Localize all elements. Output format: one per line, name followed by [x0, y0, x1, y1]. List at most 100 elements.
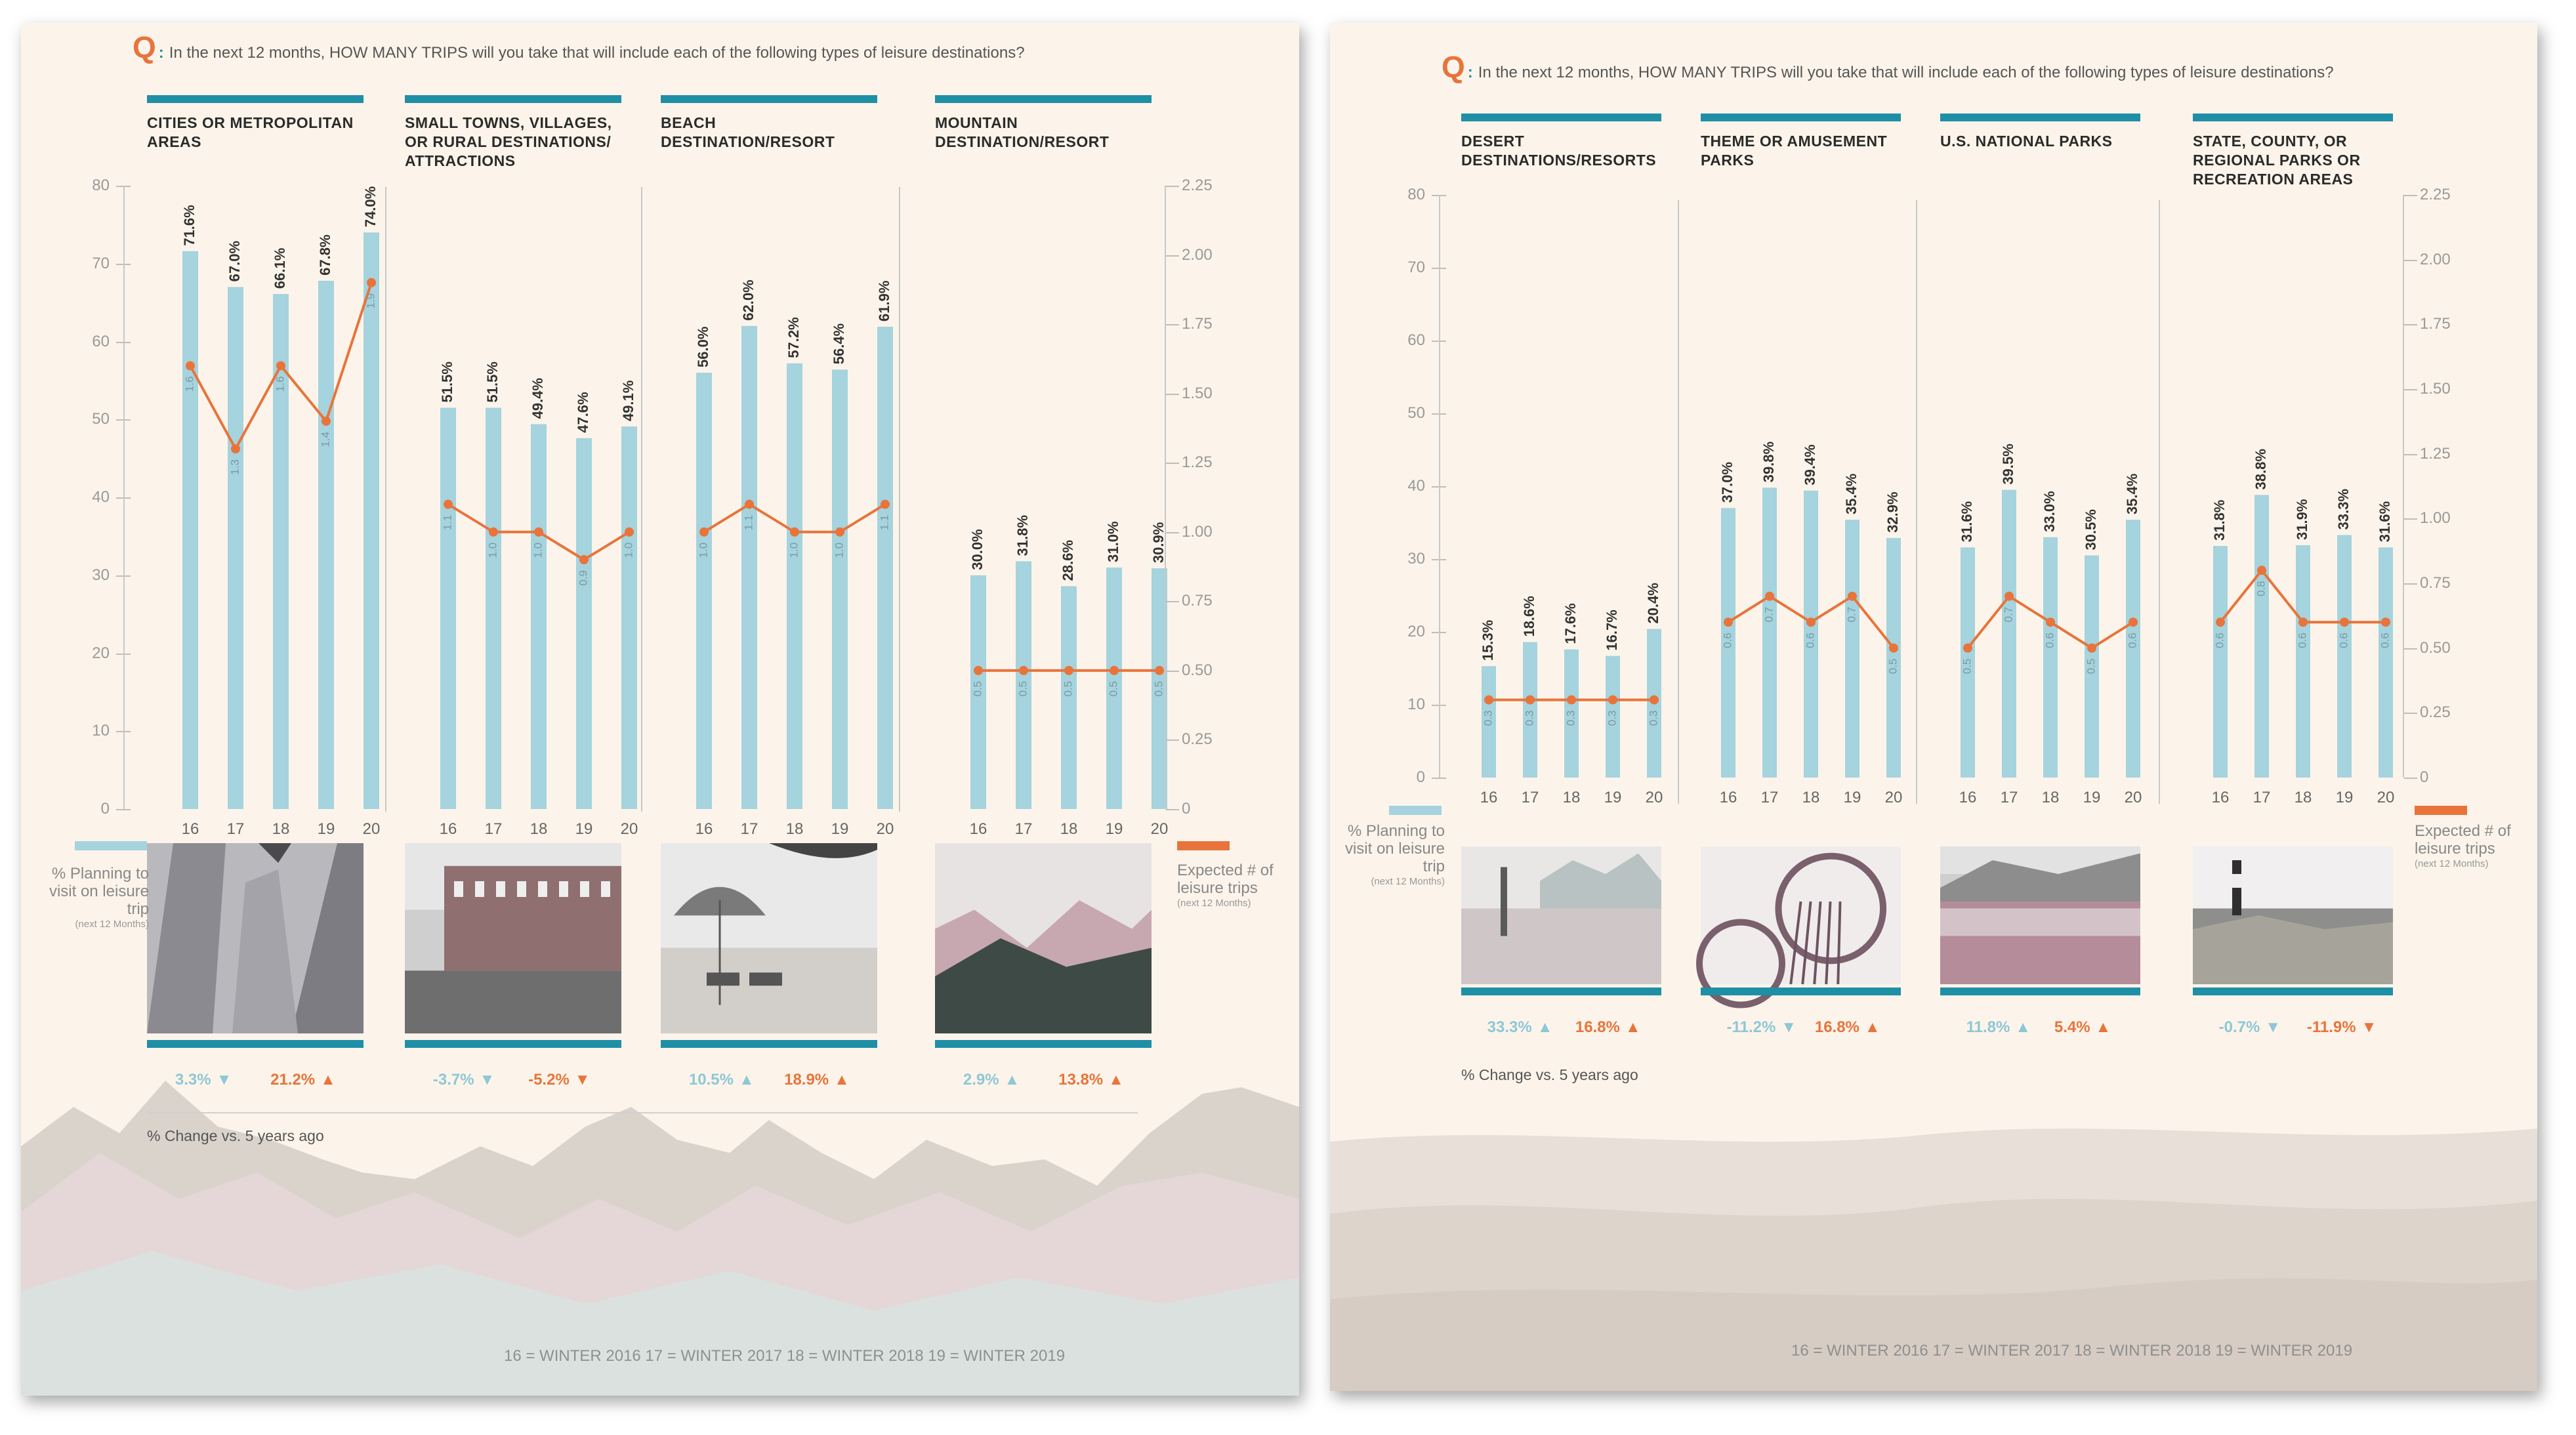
change-indicator-orange: 21.2% ▲ [270, 1071, 336, 1089]
line-value-label: 1.6 [274, 376, 286, 392]
line-value-label: 1.0 [697, 543, 709, 558]
sand-dune-backdrop-art [1330, 1129, 2537, 1391]
panel-chart: 31.8% 16 38.8% 17 31.9% 18 33.3% 19 31.6% 20 0.6 0.… [2211, 449, 2395, 806]
panel-chart: 15.3% 16 18.6% 17 17.6% 18 16.7% 19 20.4% 20 0.3 0.… [1480, 583, 1663, 806]
category-label: 17 [1015, 820, 1033, 838]
line-point [579, 555, 589, 564]
line-value-label: 1.1 [878, 515, 890, 531]
right-axis-tick-label: 1.75 [1182, 315, 1213, 333]
bar [1606, 655, 1620, 778]
category-label: 18 [1802, 789, 1820, 806]
bar-value-label: 30.9% [1150, 522, 1167, 563]
category-label: 18 [1060, 820, 1078, 838]
line-point [1019, 665, 1028, 675]
beach-umbrella-photo [661, 843, 877, 1033]
right-axis-tick [2404, 713, 2417, 715]
bar-value-label: 61.9% [876, 281, 892, 322]
category-label: 19 [831, 820, 849, 838]
right-axis-tick-label: 2.00 [1182, 245, 1213, 264]
line-point [489, 527, 498, 537]
bar-value-label: 51.5% [439, 362, 455, 402]
right-axis-tick-label: 1.25 [2420, 444, 2451, 463]
roller-coaster-photo [1696, 846, 1901, 1009]
change-indicator-blue: 2.9% ▲ [963, 1071, 1020, 1089]
right-axis-tick [2404, 389, 2417, 390]
change-indicator-orange: -5.2% ▼ [528, 1071, 590, 1089]
right-axis-tick [2404, 648, 2417, 650]
bar [1564, 649, 1579, 778]
bar-value-label: 56.4% [831, 323, 847, 364]
bar [1061, 586, 1077, 809]
triangle-up-icon: ▲ [1004, 1071, 1020, 1089]
category-label: 20 [621, 820, 638, 838]
right-axis-tick [1166, 739, 1179, 741]
right-axis-tick [1166, 531, 1179, 533]
bar [621, 426, 637, 809]
left-axis-tick-label: 70 [1407, 259, 1425, 276]
category-label: 20 [2125, 789, 2142, 806]
right-axis-tick-label: 0.50 [2420, 638, 2451, 657]
panel-top-bar [935, 95, 1152, 103]
right-axis-tick [2404, 778, 2417, 779]
line-point [2340, 617, 2349, 627]
line-point [2046, 617, 2055, 627]
category-label: 19 [318, 820, 335, 838]
triangle-up-icon: ▲ [320, 1071, 336, 1089]
panel-bottom-bar [405, 1040, 621, 1048]
bar-value-label: 30.0% [969, 529, 986, 570]
bar-value-label: 28.6% [1060, 540, 1076, 581]
question-text: Q: In the next 12 months, HOW MANY TRIPS … [1442, 50, 2334, 84]
panel-chart: 31.6% 16 39.5% 17 33.0% 18 30.5% 19 35.4% 20 0.5 0.… [1959, 444, 2142, 806]
category-label: 20 [877, 820, 894, 838]
bar [364, 232, 379, 809]
category-label: 20 [363, 820, 381, 838]
line-point [2087, 643, 2096, 653]
panel-title: THEME OR AMUSEMENT PARKS [1701, 133, 1888, 169]
bar [2254, 495, 2269, 778]
left-axis-tick [116, 809, 131, 810]
left-axis-tick-label: 80 [1407, 186, 1425, 203]
line-value-label: 1.4 [319, 432, 331, 447]
line-point [322, 416, 331, 426]
bar [2126, 520, 2140, 778]
year-key: 16 = WINTER 2016 17 = WINTER 2017 18 = W… [1791, 1342, 2353, 1360]
bar-value-label: 32.9% [1884, 491, 1901, 532]
bar-value-label: 31.9% [2294, 499, 2310, 540]
change-value: 5.4% [2054, 1018, 2090, 1036]
bar-value-label: 30.5% [2083, 509, 2099, 550]
left-axis-tick-label: 10 [1407, 696, 1425, 713]
bar [440, 407, 456, 809]
line-point [534, 527, 543, 537]
bar-value-label: 35.4% [2124, 474, 2140, 514]
bar-value-label: 49.1% [620, 381, 636, 421]
line-point [1110, 665, 1119, 675]
right-axis-tick-label: 0.75 [2420, 574, 2451, 592]
line-value-label: 0.3 [1482, 711, 1494, 726]
bar-value-label: 31.8% [2211, 500, 2228, 541]
left-axis-tick-label: 10 [92, 722, 110, 740]
bar [1961, 547, 1975, 778]
line-point [1155, 665, 1164, 675]
panel-bottom-bar [935, 1040, 1152, 1048]
bar [273, 294, 289, 809]
panel-top-bar [1701, 114, 1901, 121]
bar [318, 280, 334, 809]
left-axis-tick-label: 0 [1416, 768, 1425, 786]
change-value: 10.5% [688, 1071, 734, 1089]
line-value-label: 0.7 [1762, 607, 1775, 623]
line-point [2298, 617, 2308, 627]
left-axis-tick-label: 60 [92, 332, 110, 350]
left-axis-tick-label: 50 [92, 410, 110, 428]
line-value-label: 0.3 [1523, 711, 1535, 726]
bar-value-label: 33.0% [2041, 491, 2058, 531]
bar-value-label: 35.4% [1843, 474, 1859, 514]
legend-line-swatch [2415, 806, 2467, 815]
right-axis-tick-label: 1.00 [1182, 522, 1213, 541]
bar [1106, 567, 1122, 809]
category-label: 16 [1959, 789, 1977, 806]
right-axis-line [1165, 186, 1166, 809]
change-indicator-orange: 16.8% ▲ [1815, 1018, 1880, 1037]
bar-value-label: 67.8% [317, 234, 333, 275]
category-label: 17 [1522, 789, 1539, 806]
right-axis-tick-label: 2.00 [2420, 250, 2451, 268]
